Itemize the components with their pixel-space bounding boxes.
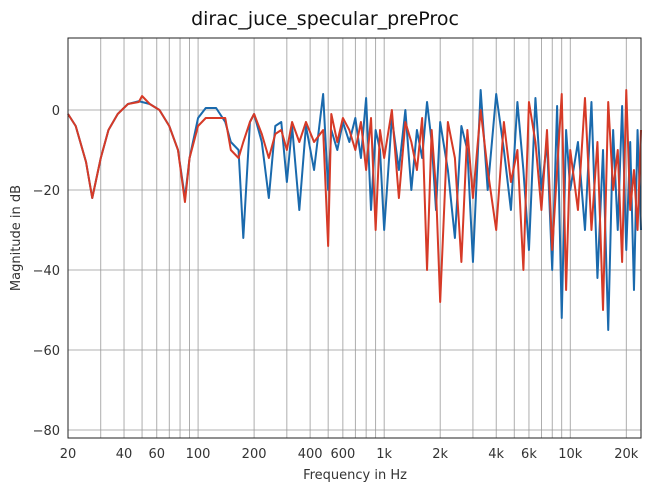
x-tick-label: 10k [558, 447, 583, 462]
y-axis-label: Magnitude in dB [9, 185, 24, 291]
x-tick-label: 20k [614, 447, 639, 462]
x-tick-label: 6k [521, 447, 537, 462]
x-tick-label: 40 [116, 447, 133, 462]
y-tick-label: −80 [33, 424, 60, 439]
x-axis-label: Frequency in Hz [303, 468, 407, 483]
series-line [67, 89, 642, 311]
x-tick-label: 1k [376, 447, 392, 462]
x-tick-label: 2k [432, 447, 448, 462]
x-tick-label: 20 [60, 447, 77, 462]
x-tick-label: 200 [242, 447, 267, 462]
x-tick-label: 600 [330, 447, 355, 462]
x-tick-label: 400 [298, 447, 323, 462]
x-tick-label: 4k [488, 447, 504, 462]
y-tick-label: −60 [33, 344, 60, 359]
y-tick-label: −40 [33, 264, 60, 279]
x-tick-label: 100 [186, 447, 211, 462]
chart-title: dirac_juce_specular_preProc [191, 8, 459, 30]
plot-frame [67, 37, 642, 439]
y-tick-label: −20 [33, 184, 60, 199]
x-tick-label: 60 [149, 447, 166, 462]
y-tick-label: 0 [52, 104, 60, 119]
